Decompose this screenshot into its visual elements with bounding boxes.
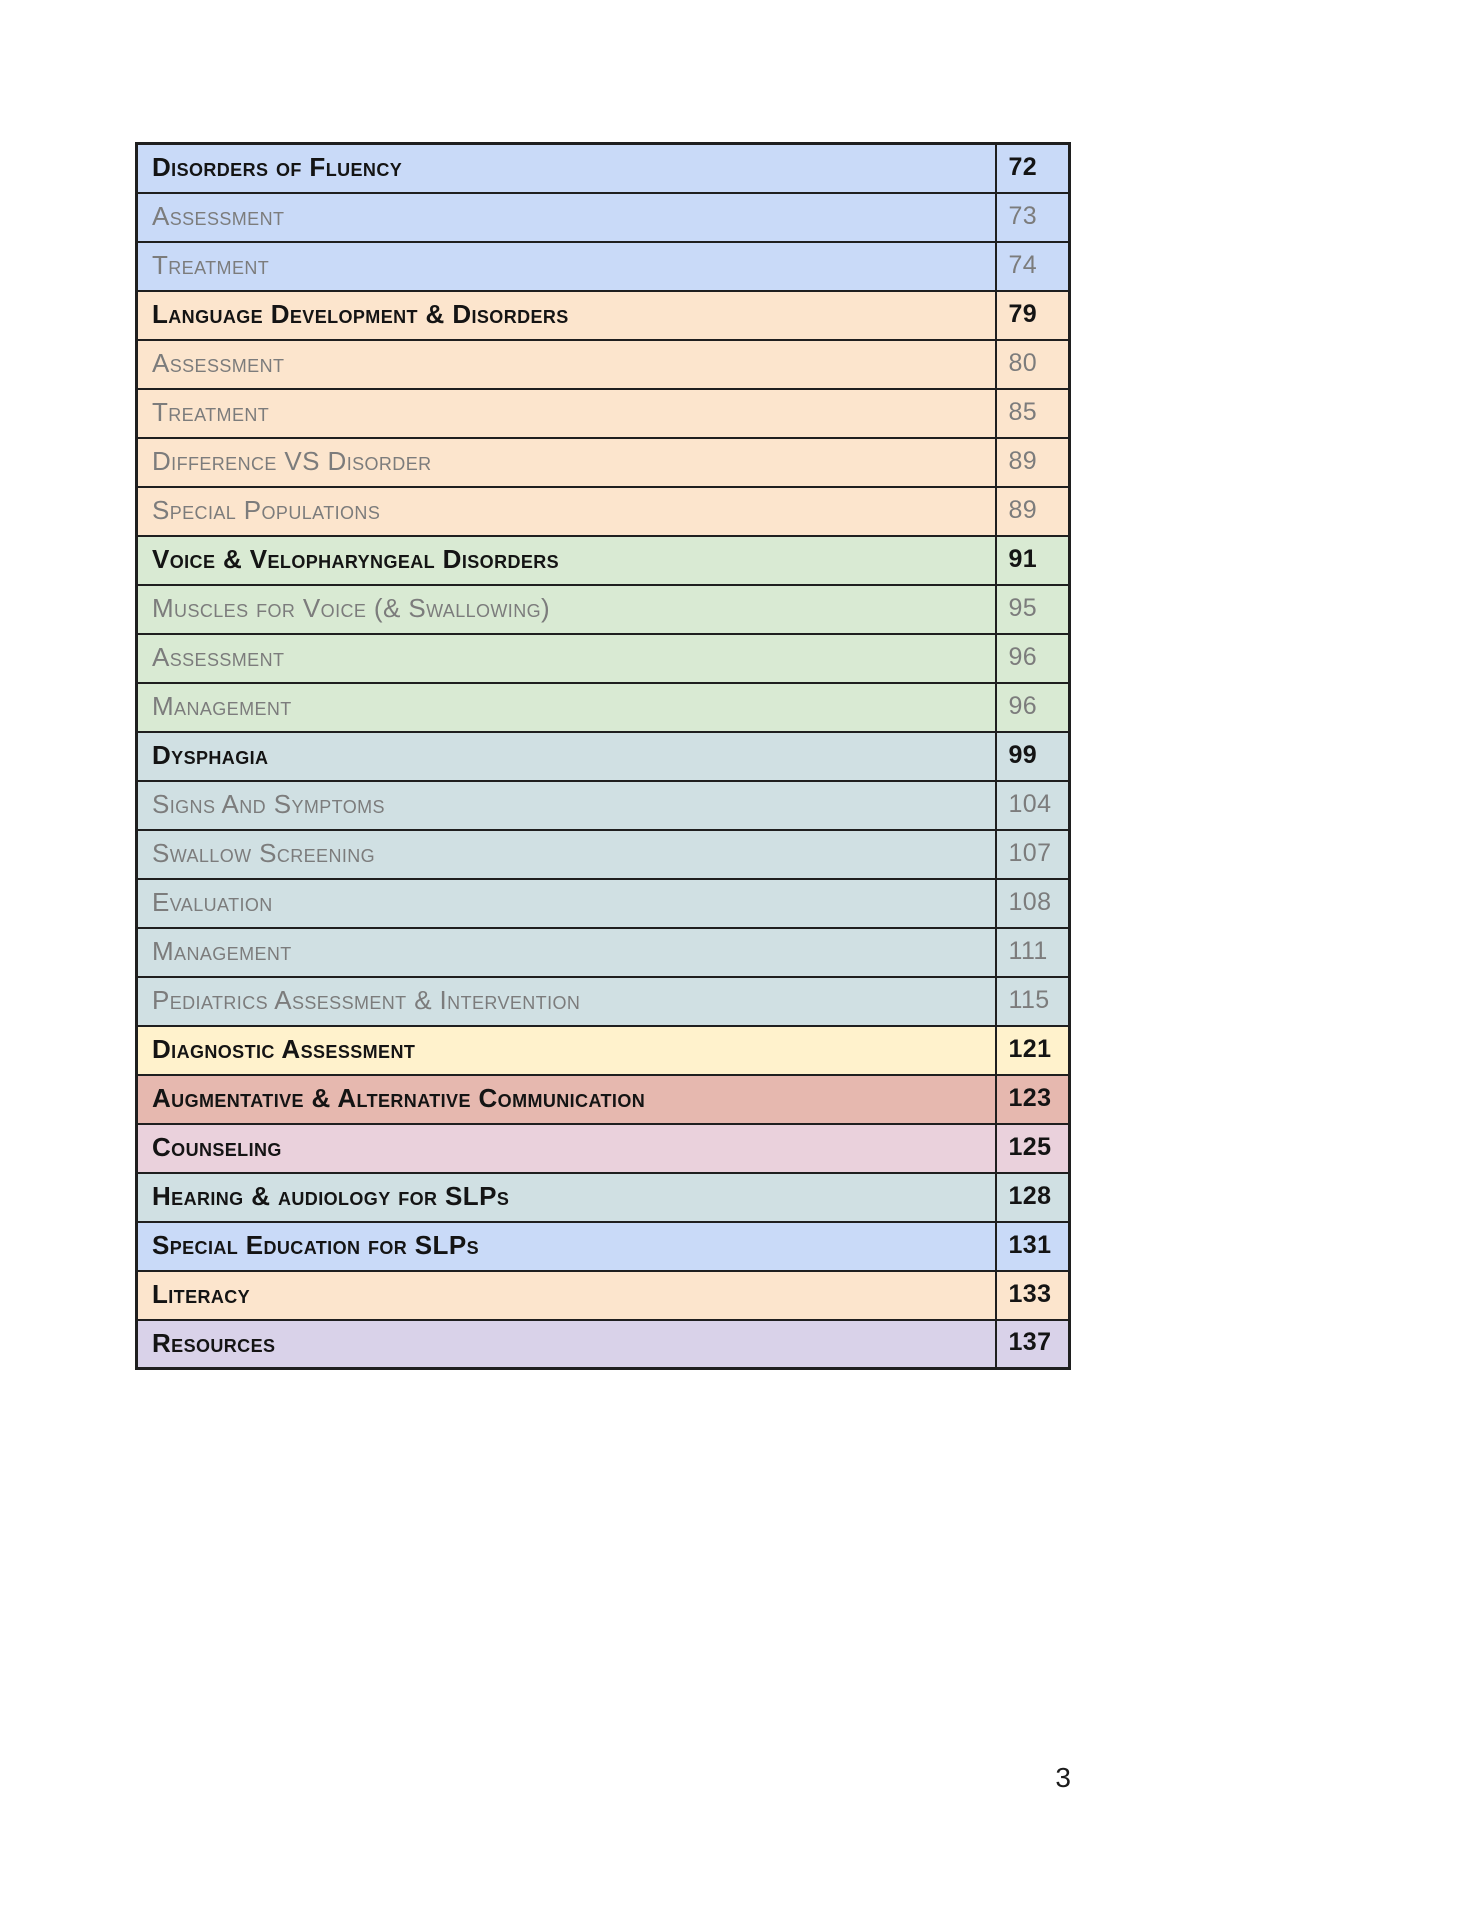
toc-entry-page: 128 (994, 1171, 1071, 1223)
toc-entry-label: Assessment (135, 338, 997, 390)
toc-entry-page: 89 (994, 485, 1071, 537)
toc-row: Muscles for Voice (& Swallowing) 95 (135, 583, 1071, 635)
toc-entry-label: Management (135, 681, 997, 733)
toc-row: Resources 137 (135, 1318, 1071, 1370)
toc-row: Augmentative & Alternative Communication… (135, 1073, 1071, 1125)
toc-entry-label: Treatment (135, 387, 997, 439)
toc-entry-label: Diagnostic Assessment (135, 1024, 997, 1076)
toc-row: Diagnostic Assessment 121 (135, 1024, 1071, 1076)
toc-entry-label: Counseling (135, 1122, 997, 1174)
toc-entry-page: 99 (994, 730, 1071, 782)
toc-entry-label: Augmentative & Alternative Communication (135, 1073, 997, 1125)
toc-row: Pediatrics Assessment & Intervention 115 (135, 975, 1071, 1027)
toc-row: Difference VS Disorder 89 (135, 436, 1071, 488)
toc-entry-label: Pediatrics Assessment & Intervention (135, 975, 997, 1027)
toc-entry-label: Language Development & Disorders (135, 289, 997, 341)
toc-entry-label: Management (135, 926, 997, 978)
table-of-contents: Disorders of Fluency 72 Assessment 73 Tr… (135, 142, 1071, 1370)
toc-entry-label: Muscles for Voice (& Swallowing) (135, 583, 997, 635)
toc-row: Voice & Velopharyngeal Disorders 91 (135, 534, 1071, 586)
toc-row: Evaluation 108 (135, 877, 1071, 929)
toc-row: Swallow Screening 107 (135, 828, 1071, 880)
toc-entry-label: Treatment (135, 240, 997, 292)
toc-entry-page: 131 (994, 1220, 1071, 1272)
toc-entry-label: Hearing & audiology for SLPs (135, 1171, 997, 1223)
toc-entry-page: 104 (994, 779, 1071, 831)
toc-entry-page: 96 (994, 632, 1071, 684)
toc-row: Management 111 (135, 926, 1071, 978)
toc-row: Assessment 73 (135, 191, 1071, 243)
toc-row: Special Populations 89 (135, 485, 1071, 537)
toc-row: Language Development & Disorders 79 (135, 289, 1071, 341)
toc-row: Special Education for SLPs 131 (135, 1220, 1071, 1272)
toc-entry-page: 125 (994, 1122, 1071, 1174)
toc-row: Disorders of Fluency 72 (135, 142, 1071, 194)
toc-entry-label: Evaluation (135, 877, 997, 929)
toc-entry-page: 107 (994, 828, 1071, 880)
toc-entry-page: 73 (994, 191, 1071, 243)
toc-entry-label: Voice & Velopharyngeal Disorders (135, 534, 997, 586)
toc-row: Assessment 96 (135, 632, 1071, 684)
toc-entry-page: 72 (994, 142, 1071, 194)
toc-row: Counseling 125 (135, 1122, 1071, 1174)
toc-entry-label: Signs And Symptoms (135, 779, 997, 831)
toc-entry-page: 79 (994, 289, 1071, 341)
toc-row: Assessment 80 (135, 338, 1071, 390)
toc-entry-page: 91 (994, 534, 1071, 586)
toc-entry-label: Swallow Screening (135, 828, 997, 880)
toc-entry-page: 111 (994, 926, 1071, 978)
toc-entry-label: Disorders of Fluency (135, 142, 997, 194)
toc-entry-label: Dysphagia (135, 730, 997, 782)
toc-entry-page: 121 (994, 1024, 1071, 1076)
toc-row: Treatment 85 (135, 387, 1071, 439)
toc-entry-page: 89 (994, 436, 1071, 488)
toc-entry-label: Literacy (135, 1269, 997, 1321)
toc-row: Treatment 74 (135, 240, 1071, 292)
toc-entry-page: 133 (994, 1269, 1071, 1321)
toc-entry-page: 95 (994, 583, 1071, 635)
toc-entry-page: 96 (994, 681, 1071, 733)
toc-entry-label: Assessment (135, 632, 997, 684)
toc-row: Hearing & audiology for SLPs 128 (135, 1171, 1071, 1223)
footer-page-number: 3 (1055, 1762, 1071, 1793)
toc-entry-label: Special Education for SLPs (135, 1220, 997, 1272)
toc-entry-page: 85 (994, 387, 1071, 439)
toc-entry-label: Resources (135, 1318, 997, 1370)
toc-row: Literacy 133 (135, 1269, 1071, 1321)
toc-entry-label: Assessment (135, 191, 997, 243)
toc-entry-label: Difference VS Disorder (135, 436, 997, 488)
toc-entry-page: 80 (994, 338, 1071, 390)
toc-row: Dysphagia 99 (135, 730, 1071, 782)
toc-entry-page: 115 (994, 975, 1071, 1027)
toc-entry-page: 123 (994, 1073, 1071, 1125)
toc-table: Disorders of Fluency 72 Assessment 73 Tr… (135, 142, 1071, 1370)
toc-row: Signs And Symptoms 104 (135, 779, 1071, 831)
toc-entry-page: 108 (994, 877, 1071, 929)
toc-entry-page: 137 (994, 1318, 1071, 1370)
toc-entry-page: 74 (994, 240, 1071, 292)
toc-row: Management 96 (135, 681, 1071, 733)
toc-entry-label: Special Populations (135, 485, 997, 537)
